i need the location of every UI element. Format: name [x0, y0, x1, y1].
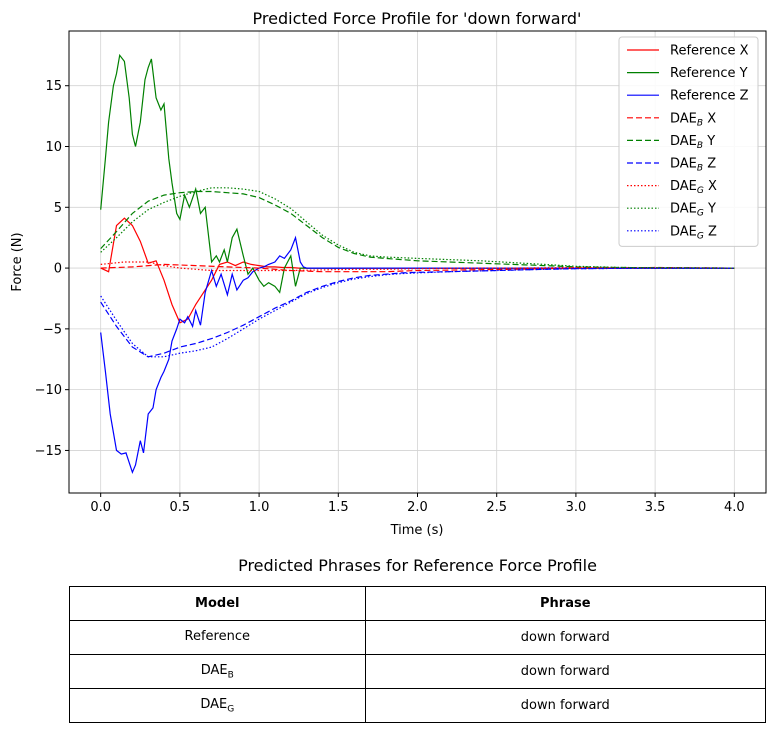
legend-label: DAEB Z	[670, 157, 716, 174]
x-axis-label: Time (s)	[390, 523, 444, 538]
series-line-daeg-x	[100, 261, 735, 272]
y-axis-ticks: −15 −10 −5 0 5 10 15	[35, 79, 69, 459]
y-tick-label: −5	[43, 322, 62, 337]
x-tick-label: 2.5	[486, 500, 507, 515]
x-tick-label: 4.0	[724, 500, 745, 515]
y-tick-label: 15	[45, 79, 62, 94]
table-title: Predicted Phrases for Reference Force Pr…	[238, 556, 597, 575]
y-axis-label: Force (N)	[10, 232, 25, 291]
legend-label: Reference Z	[670, 89, 749, 104]
legend-label: DAEB X	[670, 111, 716, 128]
x-tick-label: 1.0	[249, 500, 270, 515]
series-line-reference-y	[100, 53, 735, 294]
phrase-cell: down forward	[364, 688, 767, 723]
x-tick-label: 3.0	[566, 500, 587, 515]
table-row: Reference down forward	[69, 620, 767, 655]
table-row: DAEB down forward	[69, 654, 767, 689]
phrase-cell: down forward	[364, 620, 767, 655]
series-line-daeb-y	[100, 190, 735, 269]
model-cell: DAEB	[69, 654, 366, 689]
table-header-row: Model Phrase	[69, 586, 767, 621]
x-tick-label: 0.0	[90, 500, 111, 515]
chart-title: Predicted Force Profile for 'down forwar…	[253, 9, 582, 28]
phrase-table: Model Phrase Reference down forward DAEB…	[69, 586, 767, 723]
model-cell: DAEG	[69, 688, 366, 723]
legend-label: DAEG X	[670, 179, 717, 196]
model-cell: Reference	[69, 620, 366, 655]
series-line-daeb-z	[100, 267, 735, 358]
legend-label: DAEB Y	[670, 134, 715, 151]
x-axis-ticks: 0.0 0.5 1.0 1.5 2.0 2.5 3.0 3.5 4.0	[90, 493, 745, 515]
series-line-daeg-y	[100, 187, 735, 269]
y-tick-label: 0	[54, 262, 62, 277]
y-tick-label: 10	[45, 140, 62, 155]
force-profile-chart: Predicted Force Profile for 'down forwar…	[10, 9, 767, 538]
legend: Reference X Reference Y Reference Z DAEB X D…	[618, 36, 759, 247]
legend-label: Reference Y	[670, 66, 748, 81]
header-model: Model	[69, 586, 366, 621]
series-lines	[100, 53, 735, 475]
legend-label: Reference X	[670, 44, 749, 59]
legend-box	[618, 36, 759, 247]
x-tick-label: 0.5	[170, 500, 191, 515]
table-row: DAEG down forward	[69, 688, 767, 723]
x-tick-label: 2.0	[407, 500, 428, 515]
y-tick-label: 5	[54, 201, 62, 216]
legend-label: DAEG Y	[670, 202, 716, 219]
x-tick-label: 3.5	[645, 500, 666, 515]
series-line-reference-z	[100, 235, 735, 475]
series-line-daeb-x	[100, 263, 735, 273]
y-tick-label: −10	[35, 383, 62, 398]
x-tick-label: 1.5	[328, 500, 349, 515]
series-line-daeg-z	[100, 267, 735, 358]
legend-label: DAEG Z	[670, 224, 717, 241]
y-tick-label: −15	[35, 444, 62, 459]
phrase-cell: down forward	[364, 654, 767, 689]
header-phrase: Phrase	[364, 586, 767, 621]
